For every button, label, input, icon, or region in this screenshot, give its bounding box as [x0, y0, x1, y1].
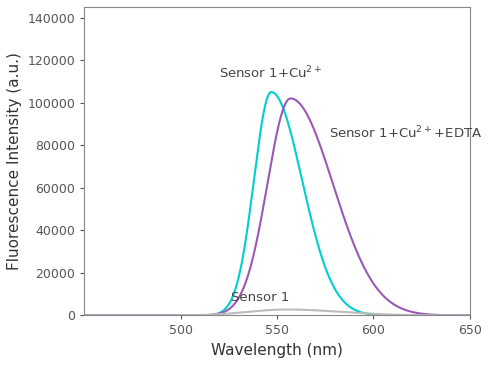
- Text: Sensor 1: Sensor 1: [230, 291, 289, 304]
- X-axis label: Wavelength (nm): Wavelength (nm): [211, 343, 343, 358]
- Y-axis label: Fluorescence Intensity (a.u.): Fluorescence Intensity (a.u.): [7, 52, 22, 270]
- Text: Sensor 1+Cu$^{2+}$+EDTA: Sensor 1+Cu$^{2+}$+EDTA: [329, 124, 482, 141]
- Text: Sensor 1+Cu$^{2+}$: Sensor 1+Cu$^{2+}$: [219, 65, 323, 81]
